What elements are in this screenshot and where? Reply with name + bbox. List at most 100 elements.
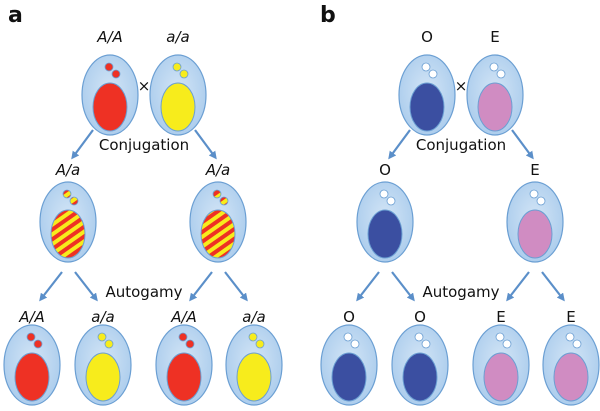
micronucleus (69, 196, 79, 206)
micronucleus (421, 339, 431, 349)
cell (149, 54, 207, 136)
panel-b: b O E × Conjugation O E Autogamy O O E E (320, 3, 600, 406)
cell (189, 181, 247, 263)
micronucleus (33, 339, 43, 349)
micronucleus (414, 332, 424, 342)
macronucleus (236, 352, 272, 402)
cell (155, 324, 213, 406)
macronucleus (14, 352, 50, 402)
micronucleus (489, 62, 499, 72)
micronucleus (350, 339, 360, 349)
micronucleus (178, 332, 188, 342)
cross-symbol: × (138, 77, 151, 95)
macronucleus (200, 209, 236, 259)
macronucleus (553, 352, 589, 402)
cell (466, 54, 524, 136)
panel-letter: b (320, 3, 336, 28)
micronucleus (502, 339, 512, 349)
cross-symbol: × (455, 77, 468, 95)
macronucleus (517, 209, 553, 259)
micronucleus (212, 189, 222, 199)
cell (74, 324, 132, 406)
arrow (39, 271, 63, 302)
macronucleus (402, 352, 438, 402)
genotype-label: A/A (96, 28, 123, 46)
conjugation-label: Conjugation (416, 136, 506, 154)
macronucleus (409, 82, 445, 132)
micronucleus (255, 339, 265, 349)
cell (225, 324, 283, 406)
micronucleus (536, 196, 546, 206)
macronucleus (477, 82, 513, 132)
arrow (511, 129, 534, 160)
conjugation-label: Conjugation (99, 136, 189, 154)
micronucleus (343, 332, 353, 342)
macronucleus (483, 352, 519, 402)
genotype-label: O (379, 161, 391, 179)
cell (39, 181, 97, 263)
cell (81, 54, 139, 136)
genotype-label: O (421, 28, 433, 46)
micronucleus (495, 332, 505, 342)
macronucleus (85, 352, 121, 402)
micronucleus (172, 62, 182, 72)
genotype-label: a/a (166, 28, 189, 46)
arrow (541, 271, 565, 302)
macronucleus (92, 82, 128, 132)
cell (3, 324, 61, 406)
micronucleus (104, 339, 114, 349)
panel-letter: a (8, 3, 23, 28)
macronucleus (331, 352, 367, 402)
arrow (506, 271, 530, 302)
micronucleus (219, 196, 229, 206)
micronucleus (185, 339, 195, 349)
micronucleus (379, 189, 389, 199)
micronucleus (26, 332, 36, 342)
autogamy-label: Autogamy (105, 283, 182, 301)
genotype-label: a/a (242, 308, 265, 326)
micronucleus (179, 69, 189, 79)
genotype-label: a/a (91, 308, 114, 326)
arrow (71, 129, 94, 160)
genotype-label: A/A (18, 308, 45, 326)
micronucleus (97, 332, 107, 342)
genotype-label: A/a (205, 161, 231, 179)
macronucleus (160, 82, 196, 132)
cell (398, 54, 456, 136)
micronucleus (421, 62, 431, 72)
cell (542, 324, 600, 406)
arrow (224, 271, 248, 302)
cell (391, 324, 449, 406)
micronucleus (248, 332, 258, 342)
micronucleus (572, 339, 582, 349)
micronucleus (104, 62, 114, 72)
micronucleus (496, 69, 506, 79)
macronucleus (50, 209, 86, 259)
macronucleus (367, 209, 403, 259)
micronucleus (62, 189, 72, 199)
arrow (391, 271, 415, 302)
micronucleus (428, 69, 438, 79)
micronucleus (529, 189, 539, 199)
micronucleus (565, 332, 575, 342)
genotype-label: E (530, 161, 539, 179)
genotype-label: E (496, 308, 505, 326)
macronucleus (166, 352, 202, 402)
genotype-label: E (566, 308, 575, 326)
genotype-label: A/A (170, 308, 197, 326)
arrow (356, 271, 380, 302)
micronucleus (111, 69, 121, 79)
panel-a: a A/A a/a × Conjugation A/a A/a Autogamy A/A a/a A… (3, 3, 283, 406)
genotype-label: O (414, 308, 426, 326)
cell (356, 181, 414, 263)
genotype-label: A/a (55, 161, 81, 179)
genotype-label: E (490, 28, 499, 46)
arrow (189, 271, 213, 302)
cell (472, 324, 530, 406)
arrow (388, 129, 411, 160)
autogamy-label: Autogamy (422, 283, 499, 301)
genotype-label: O (343, 308, 355, 326)
cell (506, 181, 564, 263)
micronucleus (386, 196, 396, 206)
